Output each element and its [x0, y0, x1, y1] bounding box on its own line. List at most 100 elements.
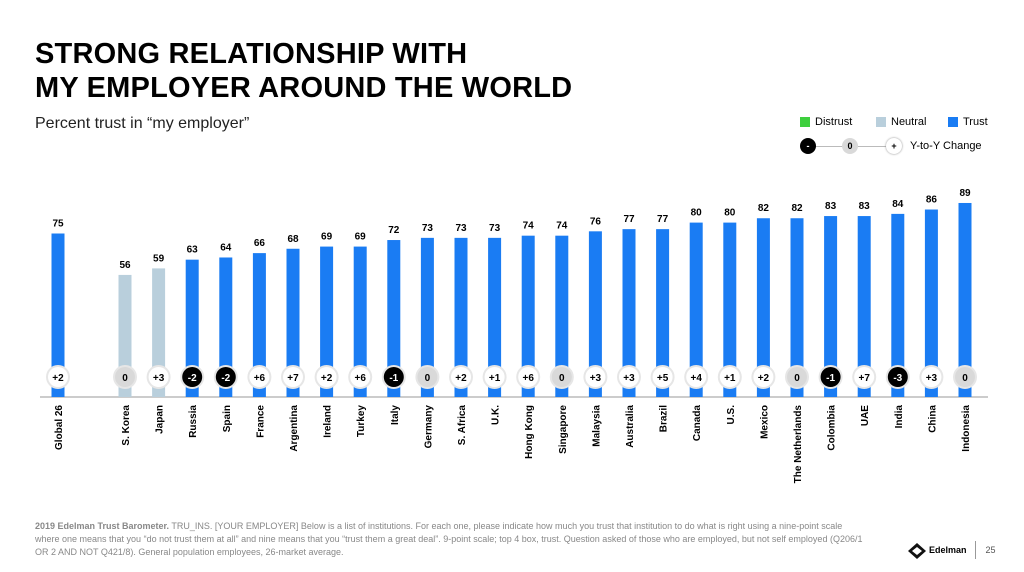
bar-10: [420, 237, 434, 397]
yoy-badge-18: [686, 367, 707, 387]
value-label-13: 74: [523, 221, 535, 232]
yoy-badge-3: [182, 367, 203, 387]
value-label-7: 69: [321, 232, 333, 243]
bar-2: [152, 268, 166, 397]
value-label-20: 82: [758, 203, 770, 214]
yoy-label-22: -1: [826, 373, 835, 384]
bar-8: [353, 246, 367, 397]
value-label-1: 56: [119, 260, 131, 271]
yoy-label-25: +3: [926, 373, 938, 384]
bar-14: [555, 235, 569, 397]
value-label-8: 69: [355, 232, 367, 243]
footnote-text: TRU_INS. [YOUR EMPLOYER] Below is a list…: [35, 521, 863, 557]
yoy-legend-negative: -: [800, 138, 816, 154]
value-label-10: 73: [422, 223, 434, 234]
bar-12: [488, 237, 502, 397]
legend-neutral: Neutral: [876, 116, 926, 128]
value-label-2: 59: [153, 253, 165, 264]
legend-distrust: Distrust: [800, 116, 852, 128]
bar-6: [286, 248, 300, 397]
category-label-0: Global 26: [54, 405, 65, 450]
bar-21: [790, 218, 804, 397]
value-label-21: 82: [791, 203, 803, 214]
yoy-badge-7: [316, 367, 337, 387]
category-label-11: S. Africa: [457, 405, 468, 446]
yoy-label-1: 0: [122, 373, 128, 384]
category-label-3: Russia: [188, 405, 199, 438]
yoy-label-15: +3: [590, 373, 602, 384]
value-label-6: 68: [287, 234, 299, 245]
yoy-badge-16: [619, 367, 639, 387]
yoy-badge-9: [383, 367, 404, 387]
yoy-label-20: +2: [758, 373, 770, 384]
yoy-badge-10: [417, 367, 438, 387]
yoy-label-13: +6: [522, 373, 534, 384]
yoy-label-5: +6: [254, 373, 266, 384]
category-label-1: S. Korea: [121, 405, 132, 446]
distrust-swatch: [800, 117, 810, 127]
bar-20: [756, 218, 770, 397]
legend-trust: Trust: [948, 116, 988, 128]
yoy-label-12: +1: [489, 373, 501, 384]
bar-3: [185, 259, 199, 397]
bar-23: [857, 216, 871, 397]
value-label-4: 64: [220, 242, 232, 253]
value-label-17: 77: [657, 214, 669, 225]
trust-swatch: [948, 117, 958, 127]
yoy-label-11: +2: [455, 373, 467, 384]
category-label-2: Japan: [155, 405, 166, 434]
chart-subtitle: Percent trust in “my employer”: [35, 115, 250, 132]
category-label-12: U.K.: [491, 405, 502, 425]
category-label-25: China: [927, 405, 938, 433]
value-label-26: 89: [959, 188, 971, 199]
value-label-22: 83: [825, 201, 837, 212]
brand-separator: [974, 541, 976, 559]
yoy-badge-13: [518, 367, 539, 387]
yoy-label-17: +5: [657, 373, 669, 384]
category-label-24: India: [894, 405, 905, 429]
category-label-21: The Netherlands: [793, 405, 804, 484]
yoy-label-10: 0: [425, 373, 431, 384]
category-label-8: Turkey: [356, 405, 367, 437]
bar-5: [252, 253, 266, 397]
title-line-2: MY EMPLOYER AROUND THE WORLD: [35, 72, 573, 104]
bar-7: [320, 246, 334, 397]
bar-9: [387, 240, 401, 397]
yoy-badge-25: [921, 367, 942, 387]
yoy-label-24: -3: [893, 373, 902, 384]
bar-24: [891, 213, 905, 397]
edelman-logo-icon: [908, 543, 926, 559]
yoy-label-18: +4: [690, 373, 702, 384]
value-label-3: 63: [187, 245, 199, 256]
yoy-legend-label: Y-to-Y Change: [910, 140, 982, 152]
category-label-15: Malaysia: [591, 405, 602, 447]
brand-name: Edelman: [929, 545, 967, 555]
legend-neutral-label: Neutral: [891, 116, 927, 128]
value-label-25: 86: [926, 195, 938, 206]
value-label-9: 72: [388, 225, 400, 236]
value-label-18: 80: [691, 208, 703, 219]
yoy-legend: - 0 + Y-to-Y Change: [800, 138, 1000, 156]
yoy-badge-5: [249, 367, 270, 387]
yoy-label-16: +3: [623, 373, 635, 384]
yoy-badge-19: [719, 367, 740, 387]
value-label-0: 75: [52, 219, 64, 230]
value-label-14: 74: [556, 221, 568, 232]
yoy-badge-26: [955, 367, 975, 387]
page-title: STRONG RELATIONSHIP WITH MY EMPLOYER ARO…: [35, 37, 572, 105]
yoy-label-3: -2: [188, 373, 197, 384]
value-label-19: 80: [724, 208, 736, 219]
value-label-16: 77: [623, 214, 635, 225]
bar-16: [622, 229, 636, 397]
bar-0: [51, 233, 65, 397]
yoy-badge-1: [115, 367, 135, 387]
brand-block: Edelman 25: [908, 541, 996, 559]
yoy-badge-8: [350, 367, 371, 387]
yoy-badge-0: [48, 367, 68, 387]
yoy-badge-20: [753, 367, 774, 387]
yoy-label-7: +2: [321, 373, 333, 384]
neutral-swatch: [876, 117, 886, 127]
yoy-badge-12: [484, 367, 505, 387]
yoy-label-23: +7: [858, 373, 870, 384]
bar-15: [588, 231, 602, 397]
